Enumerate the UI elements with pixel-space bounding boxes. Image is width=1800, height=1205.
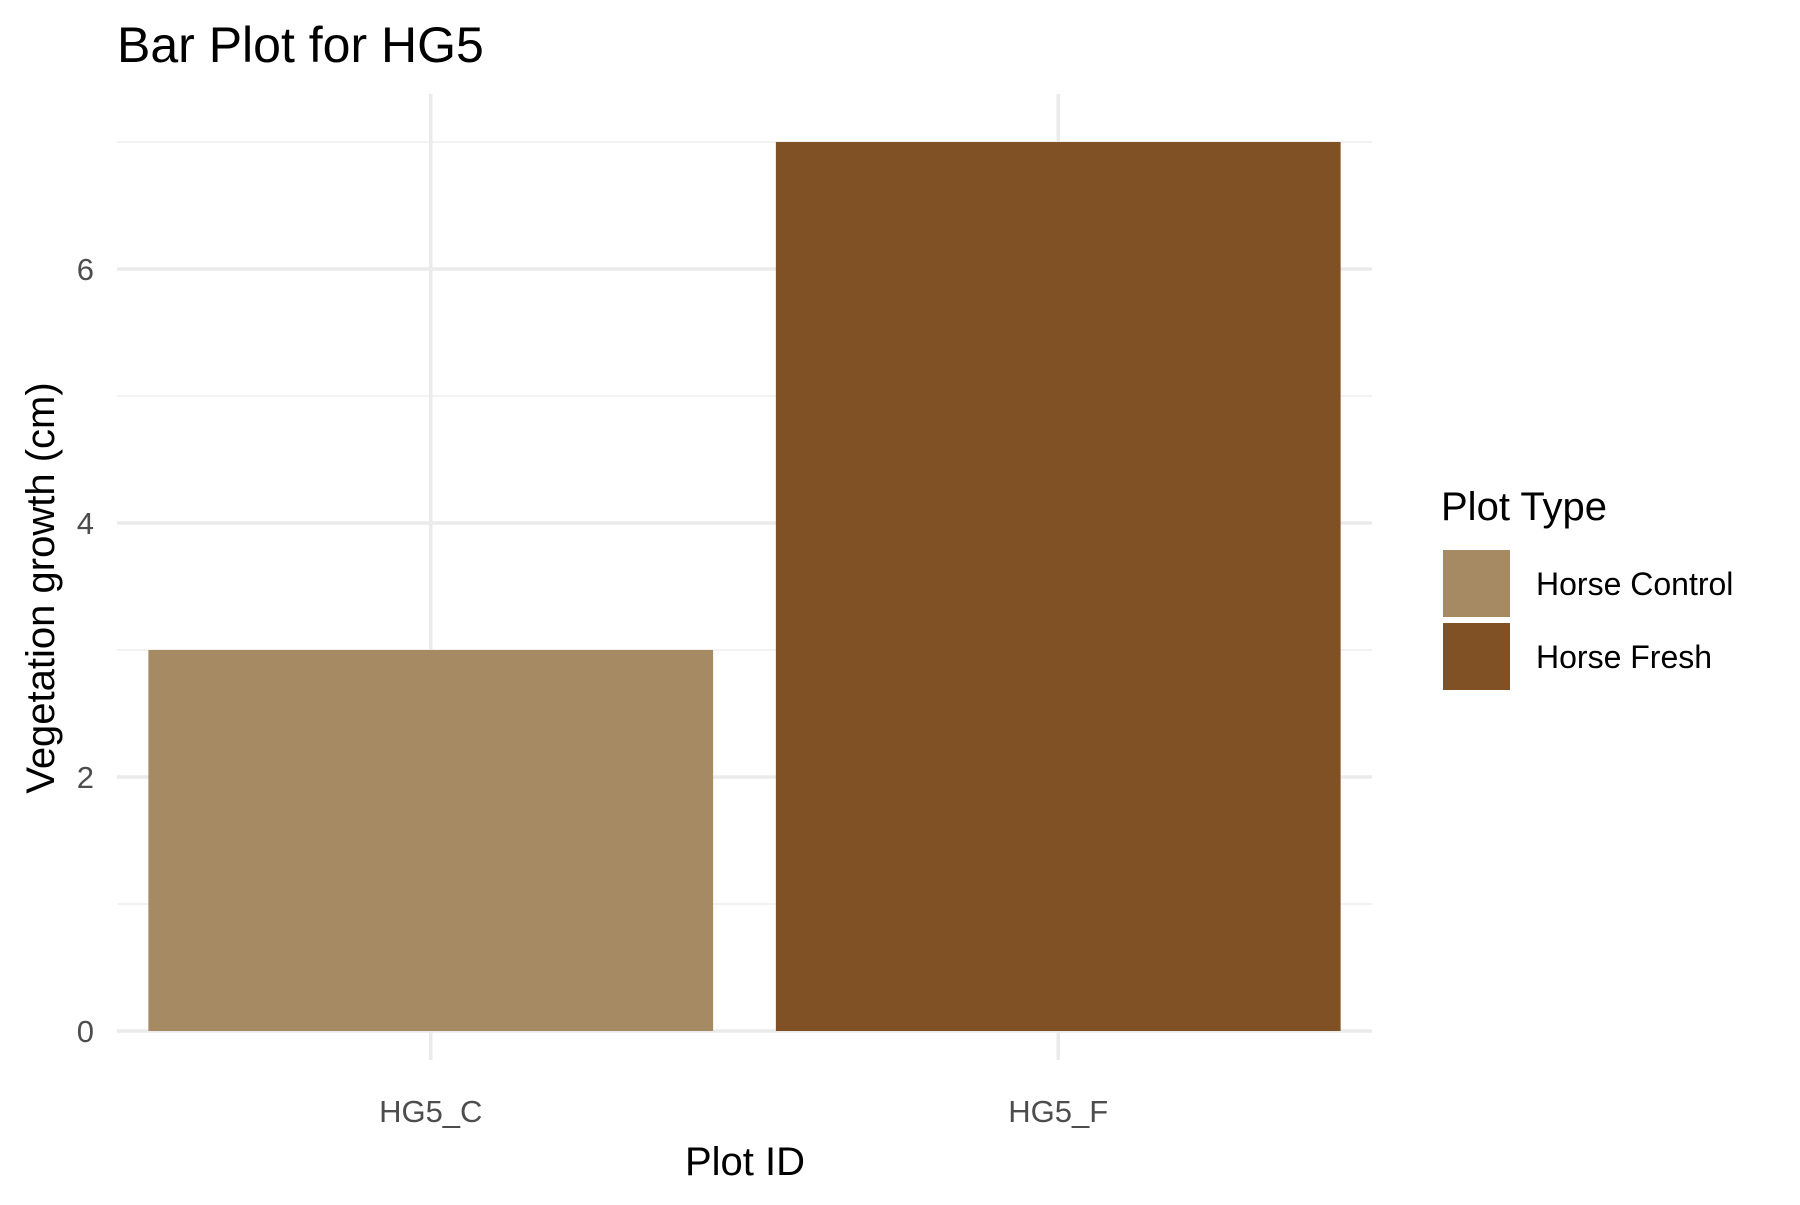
legend-swatch	[1443, 550, 1510, 617]
legend-swatch	[1443, 623, 1510, 690]
x-axis-ticks: HG5_C HG5_F	[379, 1094, 1108, 1129]
legend: Plot Type Horse Control Horse Fresh	[1441, 485, 1733, 690]
x-tick-label: HG5_F	[1008, 1094, 1108, 1129]
chart-title: Bar Plot for HG5	[117, 17, 484, 73]
bar-hg5-f	[775, 142, 1341, 1031]
y-tick-label: 0	[77, 1014, 94, 1049]
y-tick-label: 6	[77, 252, 94, 287]
x-tick-label: HG5_C	[379, 1094, 482, 1129]
y-axis-ticks: 0 2 4 6	[77, 252, 94, 1049]
x-axis-title: Plot ID	[685, 1140, 805, 1184]
bar-hg5-c	[148, 650, 714, 1031]
legend-title: Plot Type	[1441, 485, 1607, 529]
legend-label: Horse Control	[1536, 566, 1733, 602]
y-axis-title: Vegetation growth (cm)	[19, 382, 63, 793]
legend-items: Horse Control Horse Fresh	[1443, 550, 1733, 690]
y-tick-label: 4	[77, 506, 94, 541]
y-tick-label: 2	[77, 760, 94, 795]
legend-label: Horse Fresh	[1536, 639, 1712, 675]
bars	[148, 142, 1341, 1031]
